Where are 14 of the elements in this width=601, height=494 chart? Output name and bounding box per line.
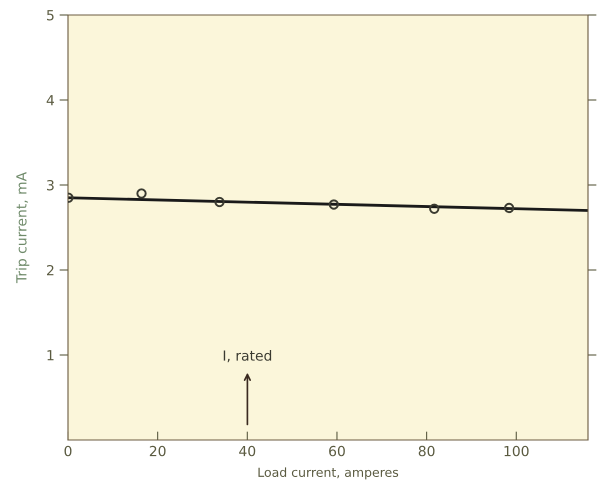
y-tick-label: 2 bbox=[46, 264, 54, 276]
y-axis-title: Trip current, mA bbox=[16, 172, 30, 284]
x-tick-label: 100 bbox=[504, 446, 529, 456]
x-tick-label: 40 bbox=[239, 446, 256, 456]
y-tick-label: 5 bbox=[47, 10, 54, 20]
annotation: I, rated bbox=[224, 350, 272, 362]
y-tick-label: 3 bbox=[47, 180, 54, 190]
x-tick-label: 20 bbox=[150, 446, 166, 456]
x-axis-title: Load current, amperes bbox=[258, 467, 398, 480]
y-tick-label: 4 bbox=[46, 95, 54, 106]
x-tick-label: 80 bbox=[418, 446, 435, 456]
x-tick-label: 60 bbox=[329, 446, 345, 456]
y-tick-label: 1 bbox=[47, 350, 54, 360]
x-tick-label: 0 bbox=[64, 446, 72, 456]
